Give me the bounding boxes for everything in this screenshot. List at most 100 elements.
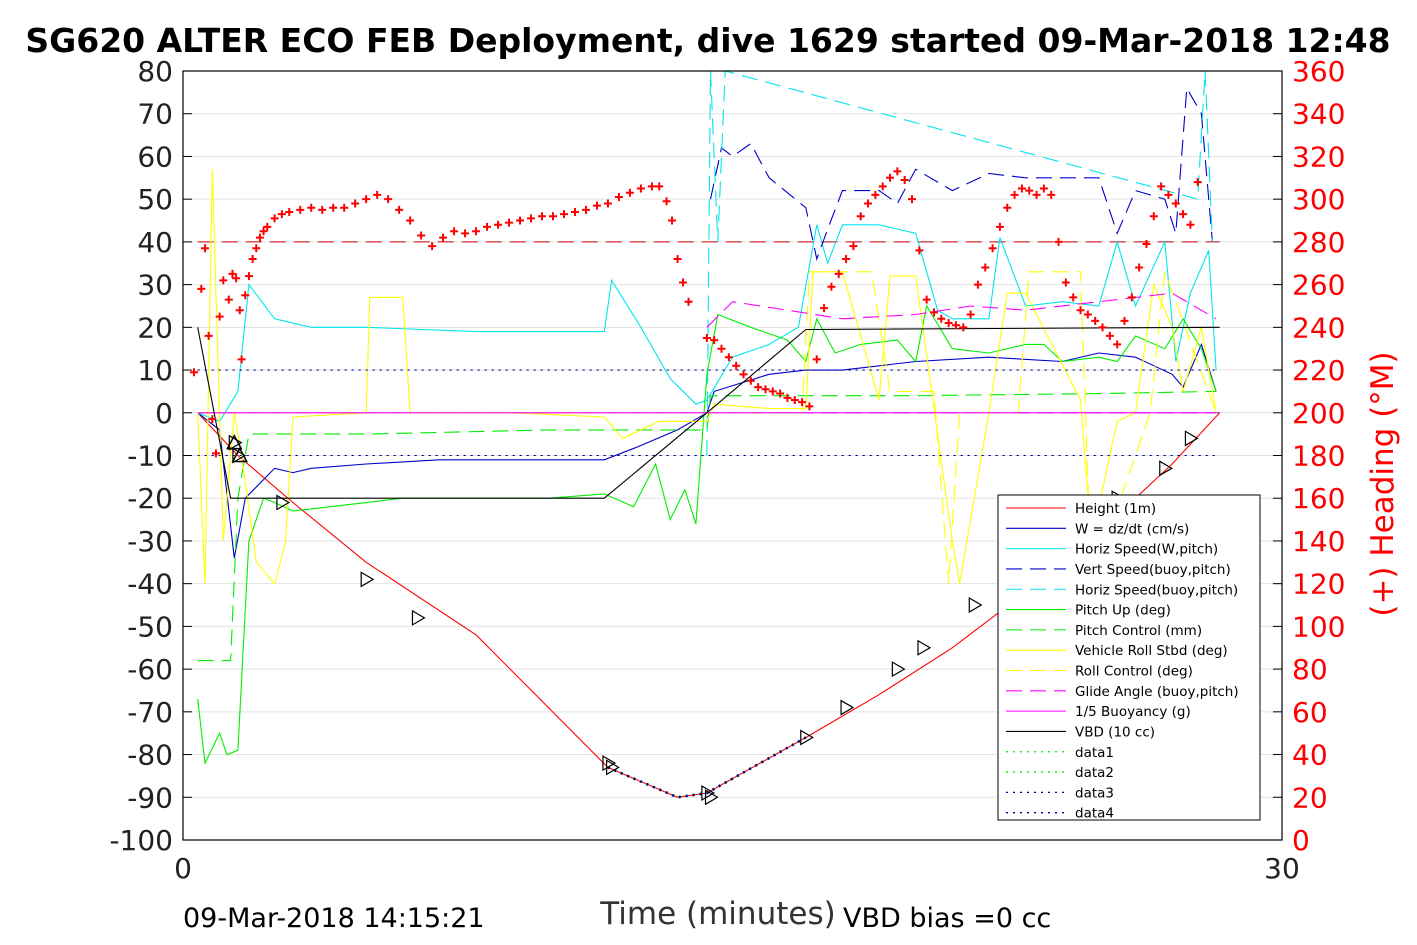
heading-point	[248, 254, 257, 263]
heading-point	[724, 353, 733, 362]
left-tick-label: 70	[137, 98, 173, 131]
heading-point	[812, 355, 821, 364]
legend-entry: Pitch Up (deg)	[1075, 603, 1171, 619]
heading-point	[893, 167, 902, 176]
right-tick-label: 320	[1292, 140, 1345, 173]
heading-point	[197, 284, 206, 293]
series-line-8	[197, 271, 1217, 584]
legend-entry: data2	[1075, 765, 1114, 781]
heading-point	[842, 254, 851, 263]
triangle-marker	[411, 609, 426, 626]
heading-point	[406, 216, 415, 225]
heading-point	[1193, 178, 1202, 187]
legend-entry: data4	[1075, 806, 1114, 822]
heading-point	[827, 282, 836, 291]
left-tick-label: -10	[127, 440, 173, 473]
heading-point	[878, 182, 887, 191]
left-tick-label: -100	[109, 824, 173, 857]
x-axis-ticks: 0 30	[174, 852, 1300, 885]
heading-point	[1105, 331, 1114, 340]
right-axis-ticks: 3603403203002802602402202001801601401201…	[1273, 55, 1345, 857]
heading-point	[966, 310, 975, 319]
heading-point	[439, 233, 448, 242]
triangle-marker	[800, 729, 814, 746]
heading-point	[1039, 184, 1048, 193]
right-tick-label: 80	[1292, 653, 1328, 686]
heading-point	[307, 203, 316, 212]
right-axis-label: (+) Heading (°M)	[1365, 351, 1401, 616]
heading-point	[679, 278, 688, 287]
triangle-marker	[602, 755, 617, 772]
right-tick-label: 180	[1292, 440, 1345, 473]
left-axis-ticks: 80 70 60 50 40 30 20 10 0 -10 -20 -30 -40 -50 -60 -70 -8…	[109, 55, 192, 857]
heading-point	[746, 376, 755, 385]
heading-point	[834, 269, 843, 278]
heading-point	[849, 242, 858, 251]
x-tick-label: 30	[1264, 852, 1300, 885]
heading-point	[673, 254, 682, 263]
heading-point	[1047, 190, 1056, 199]
heading-point	[864, 199, 873, 208]
series-line-5	[197, 304, 1217, 766]
heading-point	[200, 244, 209, 253]
heading-point	[1003, 203, 1012, 212]
triangle-marker	[1184, 430, 1199, 447]
heading-point	[614, 193, 623, 202]
heading-point	[684, 297, 693, 306]
heading-point	[483, 222, 492, 231]
triangle-marker	[231, 446, 249, 463]
heading-point	[384, 195, 393, 204]
heading-point	[655, 182, 664, 191]
heading-point	[450, 227, 459, 236]
heading-point	[252, 244, 261, 253]
triangle-marker	[276, 494, 291, 511]
heading-point	[603, 199, 612, 208]
legend-entry: Horiz Speed(W,pitch)	[1075, 542, 1218, 558]
legend-entry: Horiz Speed(buoy,pitch)	[1075, 582, 1238, 598]
heading-point	[929, 308, 938, 317]
heading-point	[1135, 263, 1144, 272]
heading-point	[636, 184, 645, 193]
heading-point	[1098, 323, 1107, 332]
series-line-9	[706, 292, 1217, 328]
heading-point	[937, 314, 946, 323]
heading-point	[702, 334, 711, 343]
heading-point	[263, 222, 272, 231]
legend-entry: Height (1m)	[1075, 501, 1156, 517]
heading-point	[1017, 184, 1026, 193]
left-tick-label: -80	[127, 739, 173, 772]
right-tick-label: 220	[1292, 354, 1345, 387]
heading-point	[754, 383, 763, 392]
heading-point	[1186, 220, 1195, 229]
heading-point	[232, 274, 241, 283]
heading-point	[668, 216, 677, 225]
heading-point	[776, 389, 785, 398]
right-tick-label: 20	[1292, 781, 1328, 814]
heading-point	[1054, 237, 1063, 246]
right-tick-label: 120	[1292, 568, 1345, 601]
heading-point	[211, 449, 220, 458]
heading-point	[922, 295, 931, 304]
triangle-marker	[968, 596, 983, 614]
heading-point	[417, 231, 426, 240]
left-tick-label: 60	[137, 140, 173, 173]
triangle-marker	[232, 447, 247, 464]
heading-point	[1025, 186, 1034, 195]
legend-entry: VBD (10 cc)	[1075, 724, 1155, 740]
right-tick-label: 200	[1292, 397, 1345, 430]
heading-point	[790, 395, 799, 404]
legend-entry: data3	[1075, 785, 1114, 801]
heading-point	[527, 214, 536, 223]
heading-point	[959, 323, 968, 332]
footer-vbd-bias: VBD bias =0 cc	[843, 903, 1051, 934]
heading-point	[717, 344, 726, 353]
right-tick-label: 340	[1292, 98, 1345, 131]
chart-title: SG620 ALTER ECO FEB Deployment, dive 162…	[25, 21, 1390, 60]
heading-point	[559, 210, 568, 219]
heading-point	[820, 304, 829, 313]
heading-point	[732, 361, 741, 370]
heading-point	[1127, 293, 1136, 302]
right-tick-label: 160	[1292, 482, 1345, 515]
heading-point	[228, 269, 237, 278]
